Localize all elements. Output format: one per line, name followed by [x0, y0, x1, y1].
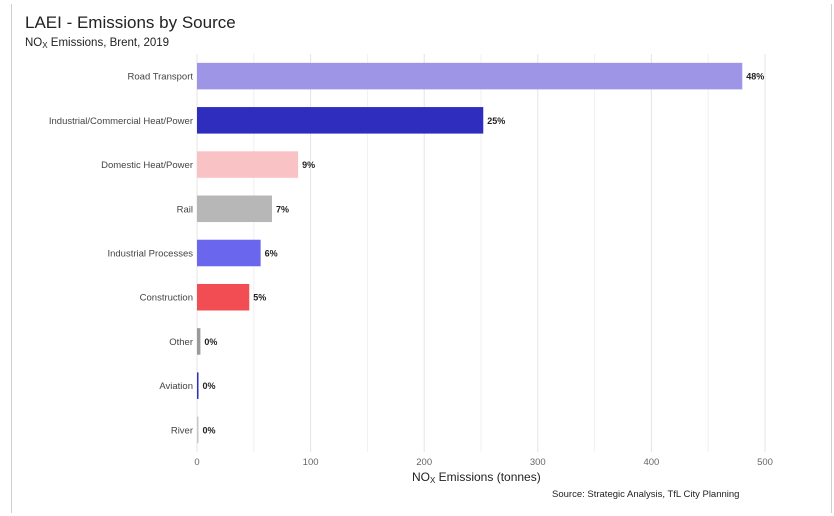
bar-industrial-processes [197, 239, 261, 267]
data-label: 0% [203, 381, 216, 391]
data-label: 25% [487, 116, 505, 126]
x-tick-label: 200 [416, 457, 432, 468]
chart-subtitle: NOX Emissions, Brent, 2019 [25, 37, 169, 50]
data-label: 0% [204, 337, 217, 347]
bar-construction [197, 283, 250, 311]
category-label: Road Transport [128, 72, 194, 83]
x-tick-label: 0 [194, 457, 199, 468]
category-label: Industrial/Commercial Heat/Power [49, 116, 193, 127]
data-label: 9% [302, 160, 315, 170]
data-label: 7% [276, 204, 289, 214]
category-label: Domestic Heat/Power [101, 160, 193, 171]
data-label: 6% [265, 249, 278, 259]
bar-river [197, 416, 199, 444]
data-label: 5% [253, 293, 266, 303]
bar-domestic-heat-power [197, 151, 299, 178]
category-label: Construction [140, 293, 193, 304]
source-note: Source: Strategic Analysis, TfL City Pla… [552, 489, 740, 500]
xlabel-suffix: Emissions (tonnes) [435, 470, 541, 484]
x-tick-label: 100 [303, 457, 319, 468]
data-label: 0% [203, 425, 216, 435]
data-labels: 48% 25% 9% 7% 6% 5% 0% 0% 0% [203, 72, 765, 436]
x-tick-label: 500 [757, 457, 773, 468]
bar-other [197, 328, 201, 355]
bar-aviation [197, 372, 199, 399]
category-label: Rail [177, 204, 193, 215]
x-tick-label: 400 [643, 457, 659, 468]
subtitle-suffix: Emissions, Brent, 2019 [47, 37, 170, 49]
bar-rail [197, 195, 272, 223]
bar-road-transport [197, 62, 743, 90]
category-label: Other [169, 337, 193, 348]
category-label: Industrial Processes [107, 249, 193, 260]
bar-industrial-commercial-heat-power [197, 107, 484, 134]
category-label: River [171, 425, 193, 436]
x-tick-label: 300 [530, 457, 546, 468]
x-tick-labels: 0 100 200 300 400 500 [194, 457, 773, 468]
x-axis-label: NOX Emissions (tonnes) [412, 470, 541, 485]
chart-frame [11, 4, 832, 513]
data-label: 48% [746, 72, 764, 82]
xlabel-subscript: X [430, 476, 436, 485]
category-labels: Road Transport Industrial/Commercial Heat… [49, 72, 193, 437]
subtitle-prefix: NO [25, 37, 43, 49]
category-label: Aviation [159, 381, 193, 392]
xlabel-prefix: NO [412, 470, 430, 484]
subtitle-subscript: X [42, 41, 48, 50]
bars [197, 62, 743, 444]
chart-title: LAEI - Emissions by Source [25, 13, 236, 32]
